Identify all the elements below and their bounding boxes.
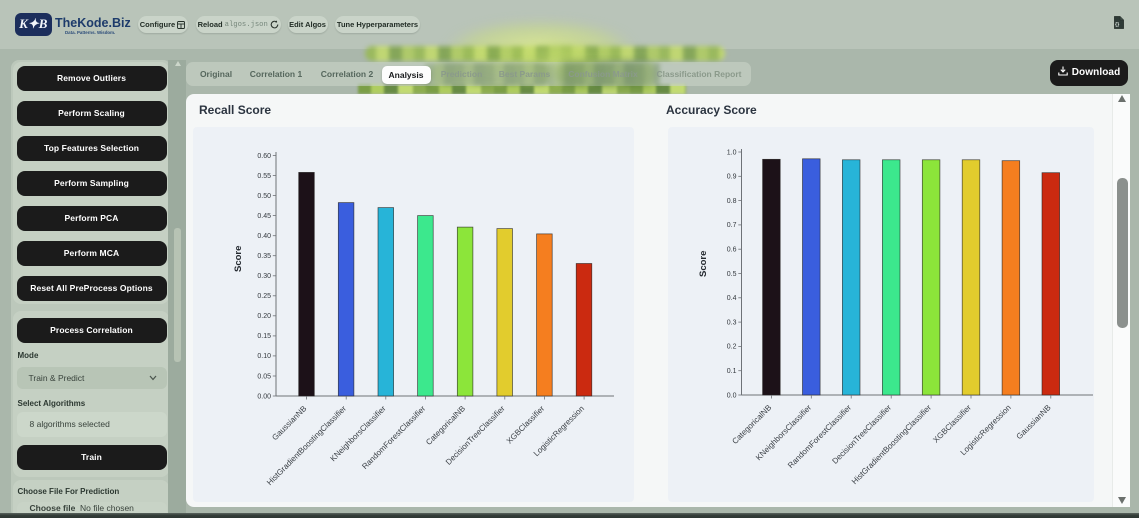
svg-text:HistGradientBoostingClassifier: HistGradientBoostingClassifier [265, 404, 348, 487]
svg-text:0.6: 0.6 [727, 247, 737, 254]
svg-text:0.35: 0.35 [257, 253, 271, 260]
svg-text:0.55: 0.55 [257, 173, 271, 180]
svg-text:0.20: 0.20 [257, 313, 271, 320]
svg-text:0.0: 0.0 [727, 392, 737, 399]
svg-text:0.40: 0.40 [257, 233, 271, 240]
svg-text:HistGradientBoostingClassifier: HistGradientBoostingClassifier [850, 403, 933, 486]
svg-text:0.15: 0.15 [257, 333, 271, 340]
svg-text:0.45: 0.45 [257, 213, 271, 220]
svg-text:0.2: 0.2 [727, 344, 737, 351]
svg-text:0.3: 0.3 [727, 319, 737, 326]
svg-text:0.7: 0.7 [727, 222, 737, 229]
svg-text:XGBClassifier: XGBClassifier [931, 403, 973, 445]
svg-text:CategoricalNB: CategoricalNB [424, 404, 467, 447]
svg-text:CategoricalNB: CategoricalNB [730, 403, 773, 446]
svg-text:0.10: 0.10 [257, 353, 271, 360]
svg-text:0.9: 0.9 [727, 174, 737, 181]
svg-text:0.00: 0.00 [257, 393, 271, 400]
svg-text:1.0: 1.0 [727, 149, 737, 156]
svg-text:0.5: 0.5 [727, 271, 737, 278]
svg-text:{}: {} [1115, 22, 1120, 28]
svg-text:Score: Score [233, 246, 244, 272]
svg-text:0.05: 0.05 [257, 373, 271, 380]
svg-text:GaussianNB: GaussianNB [270, 404, 308, 442]
svg-text:0.50: 0.50 [257, 193, 271, 200]
svg-text:0.30: 0.30 [257, 273, 271, 280]
svg-text:0.1: 0.1 [727, 368, 737, 375]
svg-text:0.60: 0.60 [257, 153, 271, 160]
svg-text:0.25: 0.25 [257, 293, 271, 300]
svg-text:GaussianNB: GaussianNB [1015, 403, 1053, 441]
svg-text:XGBClassifier: XGBClassifier [505, 404, 547, 446]
svg-text:0.8: 0.8 [727, 198, 737, 205]
svg-text:Score: Score [698, 251, 709, 277]
svg-text:0.4: 0.4 [727, 295, 737, 302]
